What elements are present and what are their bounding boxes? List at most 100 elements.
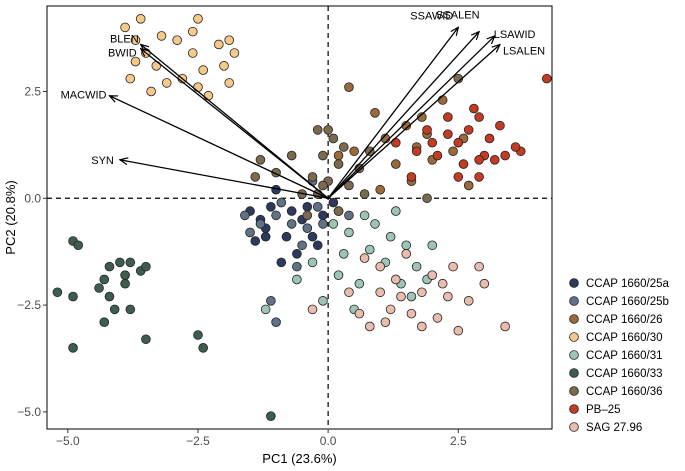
y-axis-title: PC2 (20.8%) [3, 180, 18, 254]
data-point [302, 210, 313, 221]
data-point [417, 321, 427, 332]
data-point [401, 240, 412, 251]
data-point [344, 210, 354, 221]
plot-area: −5.0 −2.5 0.0 2.5 −5.0 −2.5 0.0 2.5 SSAWIDSSALEN… [17, 5, 553, 448]
data-point [391, 159, 401, 169]
loading-label: SYN [91, 155, 114, 167]
data-point [318, 210, 328, 221]
data-point [484, 133, 495, 144]
data-point [125, 73, 136, 84]
data-point [68, 291, 78, 302]
data-point [359, 253, 370, 263]
legend-key [569, 404, 579, 414]
data-point [448, 146, 458, 157]
data-point [375, 287, 385, 298]
data-point [453, 172, 464, 182]
data-point [500, 321, 510, 332]
loading-arrow [141, 49, 329, 199]
data-point [68, 343, 78, 353]
data-point [276, 257, 287, 268]
data-point [203, 90, 214, 101]
data-point [130, 35, 141, 45]
data-point [286, 219, 297, 229]
data-point [156, 31, 167, 41]
legend-label: CCAP 1660/36 [586, 386, 663, 398]
data-point [193, 82, 203, 92]
data-point [500, 150, 510, 161]
data-point [463, 296, 474, 306]
data-point [344, 180, 354, 191]
data-point [245, 227, 255, 238]
data-point [229, 48, 240, 58]
data-point [141, 261, 151, 272]
legend-key [569, 386, 579, 396]
data-point [364, 244, 375, 255]
loading-arrow [327, 36, 495, 199]
data-point [312, 125, 323, 135]
data-point [391, 274, 401, 285]
data-point [318, 296, 328, 306]
data-point [307, 257, 318, 268]
legend-label: CCAP 1660/26 [586, 314, 663, 326]
data-point [146, 86, 156, 97]
data-point [489, 155, 500, 165]
loading-arrow [120, 160, 329, 199]
loading-label: BLEN [110, 33, 139, 45]
loading-label: LSAWID [494, 29, 536, 41]
x-axis-title: PC1 (23.6%) [262, 451, 336, 466]
data-point [328, 133, 339, 144]
data-point [193, 330, 203, 340]
loading-label: SSAWID [410, 10, 453, 22]
y-tick-label: −5.0 [17, 405, 41, 419]
data-point [344, 287, 354, 298]
data-point [250, 236, 261, 246]
series-group [307, 249, 510, 336]
data-point [224, 35, 235, 45]
loading-arrow [109, 96, 329, 199]
legend-key [569, 350, 579, 360]
legend-label: SAG 27.96 [586, 422, 642, 434]
data-point [292, 261, 302, 272]
legend-label: CCAP 1660/25b [586, 296, 669, 308]
data-point [375, 184, 385, 195]
y-tick-label: 2.5 [24, 84, 41, 98]
data-point [349, 146, 359, 157]
data-point [161, 78, 172, 88]
data-point [458, 159, 469, 169]
data-point [240, 210, 250, 221]
series-group [250, 73, 464, 221]
data-point [437, 95, 448, 105]
data-point [474, 155, 484, 165]
data-point [422, 193, 432, 204]
data-point [260, 304, 271, 315]
data-point [344, 82, 354, 92]
data-point [271, 317, 281, 327]
data-point [338, 142, 349, 152]
data-point [193, 14, 203, 24]
data-point [172, 35, 182, 45]
loading-label: BWID [108, 48, 137, 60]
x-tick-label: −5.0 [56, 434, 80, 448]
legend: CCAP 1660/25a CCAP 1660/25b CCAP 1660/26 CC… [569, 278, 670, 434]
legend-label: PB–25 [586, 404, 621, 416]
legend-label: CCAP 1660/33 [586, 368, 663, 380]
data-point [422, 125, 432, 135]
data-point [432, 150, 443, 161]
data-point [432, 313, 443, 323]
data-point [99, 317, 110, 327]
legend-label: CCAP 1660/31 [586, 350, 663, 362]
data-point [474, 172, 484, 182]
data-point [406, 308, 417, 319]
data-point [302, 223, 313, 233]
data-point [318, 150, 328, 161]
data-point [328, 219, 339, 229]
series-group [245, 184, 339, 268]
data-point [135, 14, 146, 24]
data-point [370, 108, 380, 118]
data-point [286, 206, 297, 216]
data-point [448, 261, 458, 272]
data-point [375, 261, 385, 272]
data-point [198, 343, 208, 353]
data-point [104, 261, 115, 272]
